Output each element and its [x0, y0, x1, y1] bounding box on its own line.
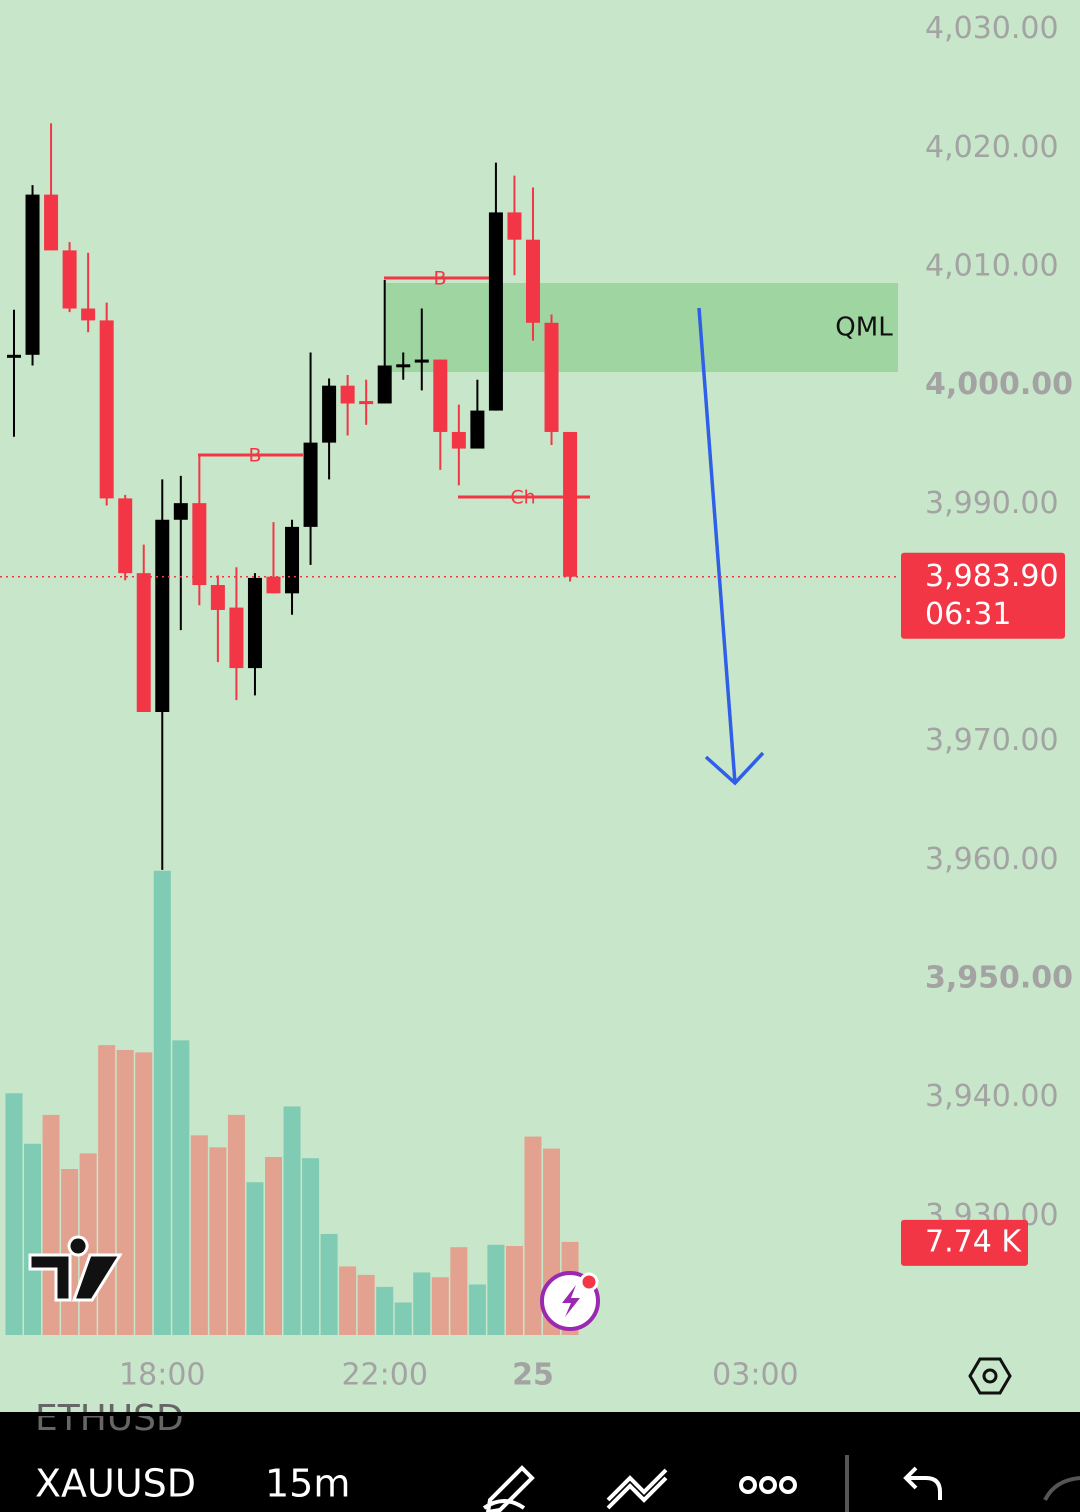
volume-bar	[320, 1233, 338, 1335]
candle-body	[266, 576, 281, 594]
toolbar	[0, 1412, 1080, 1512]
last-price-label: 3,983.90	[925, 559, 1059, 594]
y-tick-label: 3,970.00	[925, 723, 1059, 758]
volume-bar	[24, 1143, 42, 1335]
symbol[interactable]: XAUUSD	[35, 1462, 196, 1506]
candle-body	[192, 503, 207, 586]
y-tick-label: 4,020.00	[925, 130, 1059, 165]
candle-body	[359, 401, 374, 405]
candle-body	[377, 365, 392, 404]
toolbar-edge	[0, 1412, 1080, 1416]
qml-zone[interactable]	[384, 283, 898, 372]
volume-bar	[264, 1157, 282, 1335]
volume-bar	[283, 1106, 301, 1335]
volume-bar	[135, 1052, 153, 1335]
x-tick-label: 22:00	[341, 1358, 427, 1393]
zone-label: QML	[835, 313, 893, 343]
volume-bar	[302, 1158, 320, 1335]
volume-bar	[246, 1182, 264, 1335]
candle-body	[322, 385, 337, 443]
break-label: B	[248, 445, 261, 467]
arrow[interactable]	[697, 307, 765, 786]
volume-bar	[172, 1040, 190, 1335]
y-tick-label: 3,990.00	[925, 486, 1059, 521]
drawings: QML B B Ch	[198, 268, 898, 509]
candle-body	[563, 431, 578, 577]
volume-bar	[505, 1246, 523, 1335]
last-price-box	[901, 552, 1065, 639]
candle-body	[303, 442, 318, 527]
volume-bar	[209, 1147, 227, 1335]
candle-body	[118, 498, 133, 574]
volume-bar	[339, 1266, 357, 1335]
candle-body	[44, 194, 59, 251]
volume-bar	[5, 1093, 23, 1335]
candle-body	[99, 320, 114, 499]
flash-icon[interactable]	[540, 1271, 600, 1331]
candle-body	[470, 410, 485, 449]
volume-bar	[153, 870, 171, 1335]
candle-body	[173, 503, 188, 520]
y-tick-label: 4,030.00	[925, 11, 1059, 46]
countdown: 06:31	[925, 597, 1011, 632]
volume-label-box	[901, 1219, 1028, 1266]
volume-bar	[116, 1049, 134, 1335]
candle-body	[451, 431, 466, 449]
volume-bar	[98, 1045, 116, 1335]
candle-body	[525, 239, 540, 323]
x-tick-label: 18:00	[119, 1358, 205, 1393]
candle-body	[433, 359, 448, 432]
candle-body	[414, 359, 429, 363]
candle-body	[396, 364, 411, 368]
candle-body	[210, 585, 225, 610]
candle-body	[136, 573, 151, 712]
x-tick-label: 25	[512, 1358, 554, 1393]
candle-body	[544, 322, 559, 432]
volume-bar	[431, 1277, 449, 1335]
candle-body	[229, 607, 244, 669]
volume-bar	[376, 1286, 394, 1335]
y-tick-label: 3,950.00	[925, 961, 1073, 996]
candle-body	[488, 212, 503, 411]
volume-bar	[394, 1302, 412, 1335]
candle-body	[155, 519, 170, 712]
volume-bar	[524, 1136, 542, 1335]
volume-bar	[413, 1272, 431, 1335]
candle-body	[25, 194, 40, 355]
volume-bar	[227, 1114, 245, 1335]
candle-body	[340, 385, 355, 404]
y-tick-label: 3,940.00	[925, 1079, 1059, 1114]
candle-body	[62, 250, 77, 309]
volume-label: 7.74 K	[925, 1224, 1022, 1259]
interval[interactable]: 15m	[265, 1462, 350, 1506]
volume-bar	[487, 1244, 505, 1335]
y-tick-label: 4,010.00	[925, 249, 1059, 284]
volume-bar	[190, 1135, 208, 1335]
toolbar-icons[interactable]	[482, 1455, 1080, 1512]
y-tick-label: 3,960.00	[925, 842, 1059, 877]
volume-bar	[42, 1114, 60, 1335]
volume-bar	[450, 1247, 468, 1335]
y-tick-label: 4,000.00	[925, 367, 1073, 402]
candle-body	[285, 526, 300, 594]
tradingview-logo	[28, 1235, 123, 1302]
candle-body	[6, 354, 21, 358]
choch-label: Ch	[510, 487, 535, 509]
candle-body	[507, 212, 522, 240]
candle-body	[247, 577, 262, 669]
candle-body	[81, 308, 96, 321]
axes: 4,030.00 4,020.00 4,010.00 4,000.00 3,990.00…	[0, 11, 1073, 1393]
volume-bar	[468, 1284, 486, 1335]
volume-bar	[357, 1274, 375, 1335]
settings-icon[interactable]	[968, 1357, 1012, 1395]
previous-symbol[interactable]: ETHUSD	[35, 1398, 184, 1439]
x-tick-label: 03:00	[712, 1358, 798, 1393]
break-label: B	[433, 268, 446, 290]
candle-layer	[6, 123, 578, 870]
